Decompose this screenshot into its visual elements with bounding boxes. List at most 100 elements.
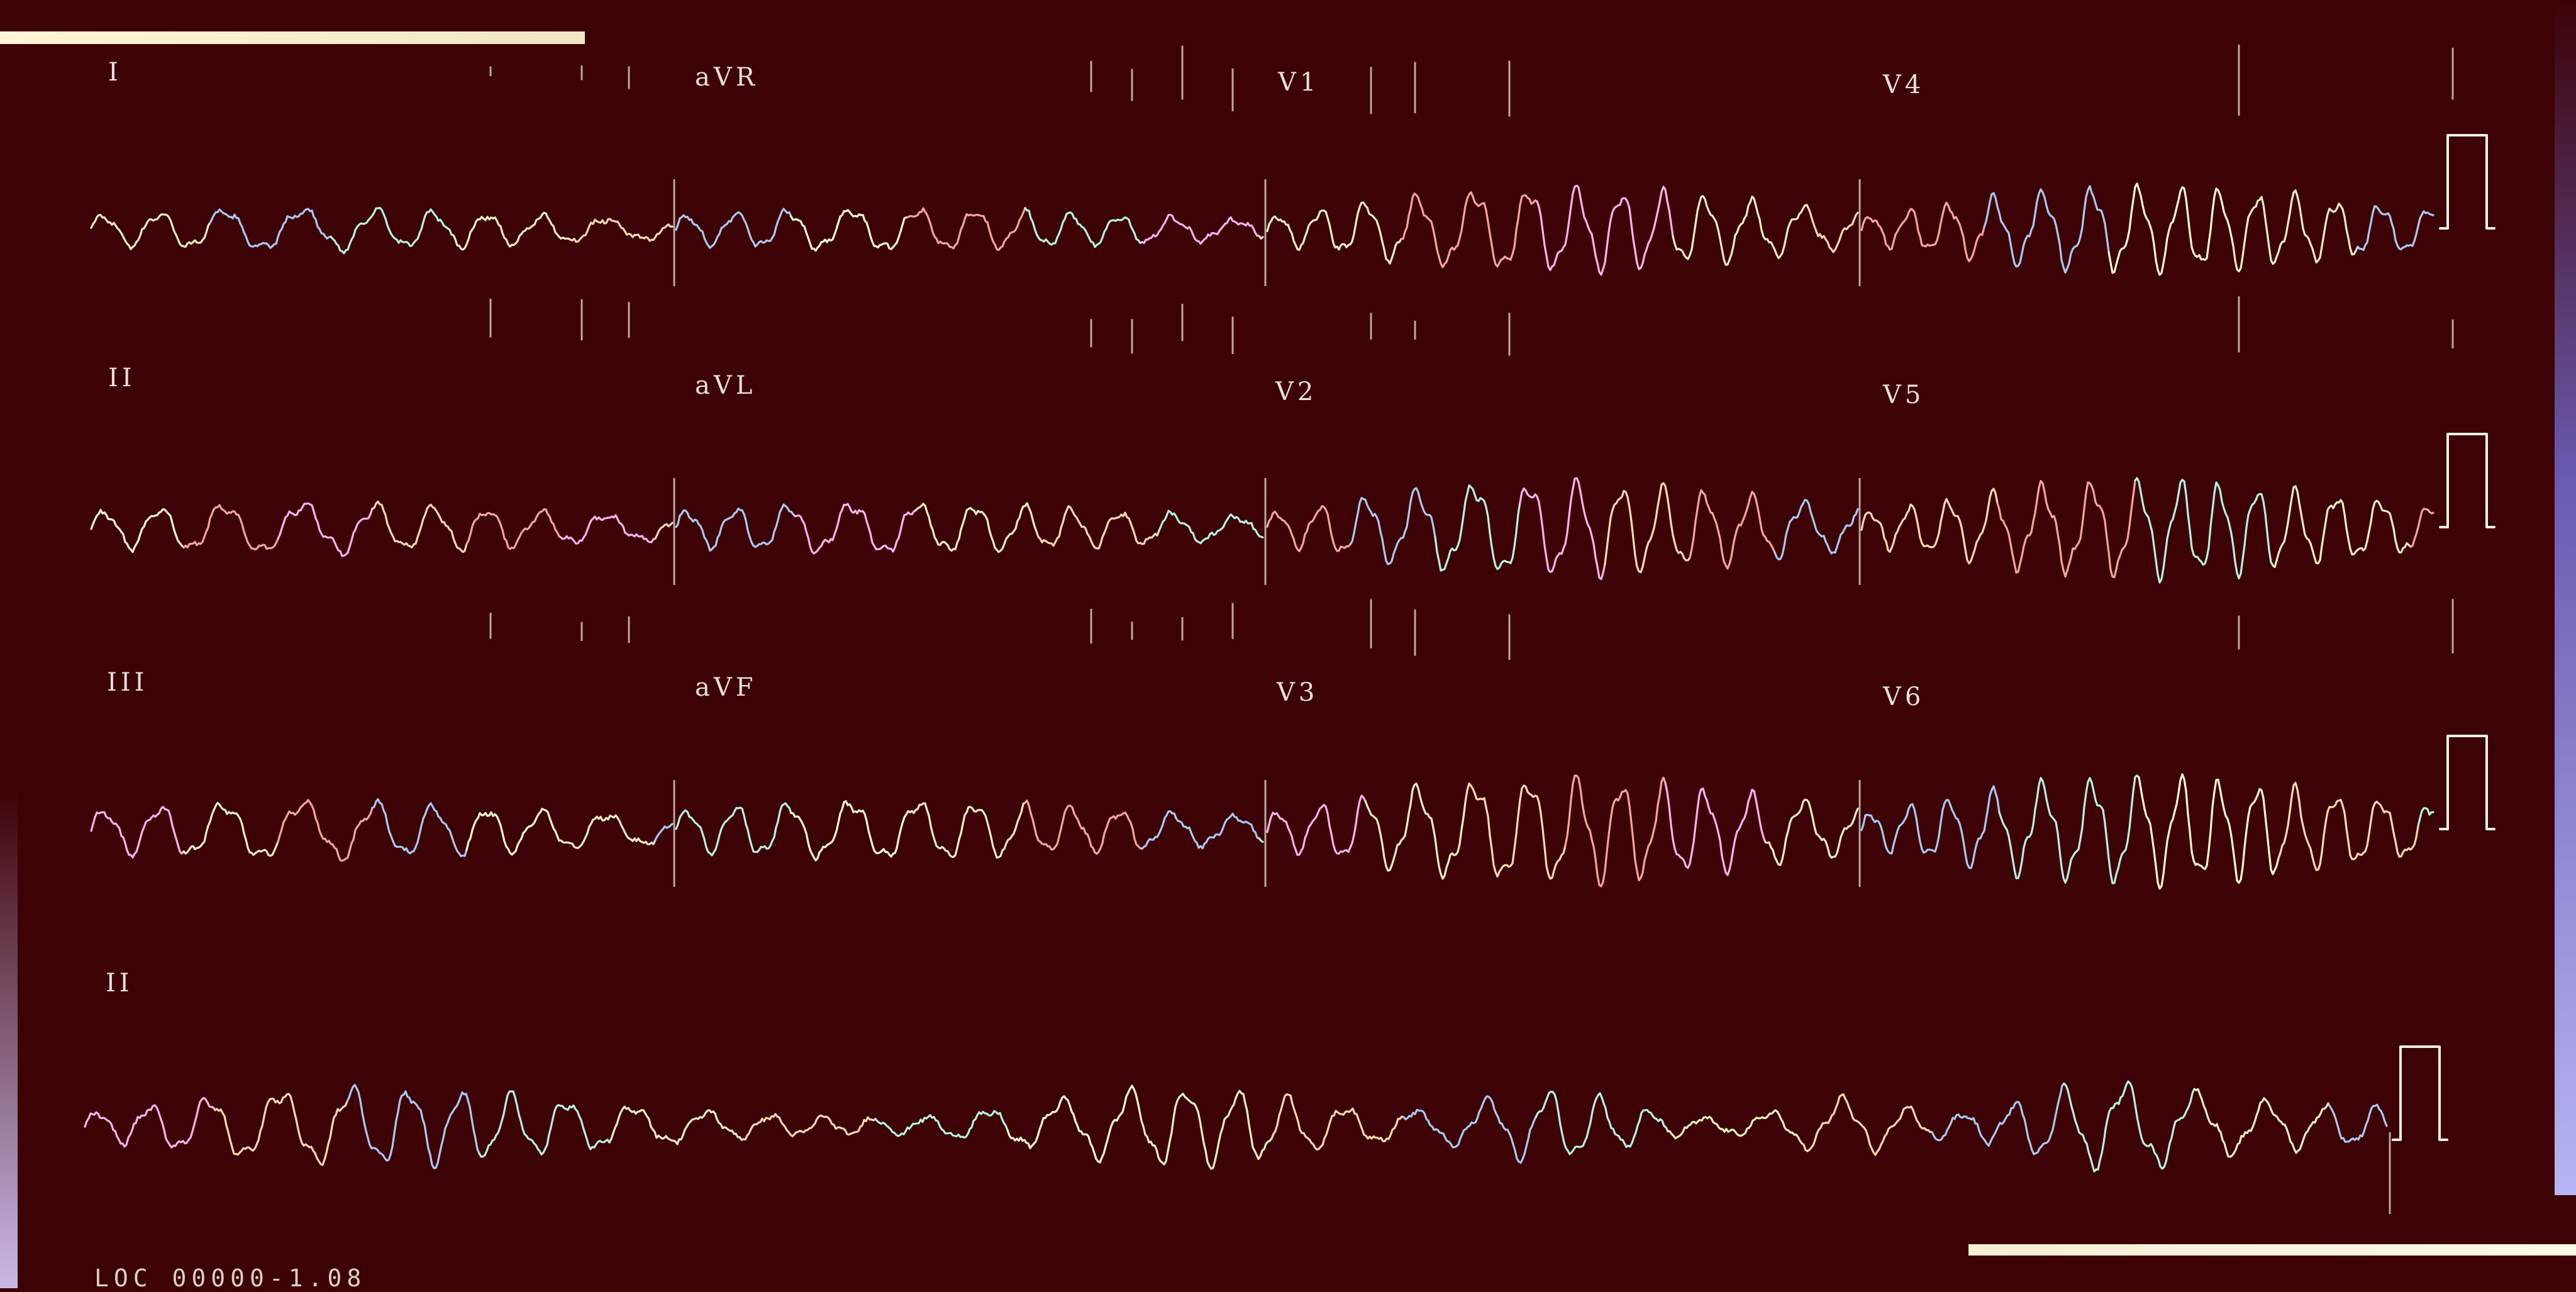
trace-rhythm-ii-segment	[2327, 1102, 2388, 1143]
trace-row1-col1-segment	[330, 206, 453, 255]
trace-row2-col2-segment	[794, 503, 917, 555]
trace-rhythm-ii-segment	[1138, 1089, 1273, 1170]
trace-row2-col1-segment	[90, 508, 185, 554]
trace-row2-col4-segment	[2134, 477, 2274, 584]
lead-label-v3: V3	[1277, 678, 1319, 707]
trace-row3-col3-segment	[1464, 782, 1567, 880]
trace-row3-col3-segment	[1764, 798, 1859, 866]
trace-row2-col1-segment	[182, 504, 279, 551]
trace-row3-col2-segment	[1024, 799, 1143, 855]
calibration-pulse	[2439, 735, 2496, 830]
footer-location-code: LOC 00000-1.08	[94, 1264, 367, 1292]
trace-row3-col1-segment	[654, 823, 674, 841]
trace-row1-col3-segment	[1536, 184, 1674, 276]
trace-row1-col3-segment	[1400, 191, 1538, 269]
trace-rhythm-ii-segment	[214, 1093, 348, 1166]
trace-row3-col2-segment	[1141, 810, 1260, 850]
trace-row3-col4-segment	[2277, 782, 2419, 871]
trace-row3-col4-segment	[2417, 807, 2434, 827]
trace-row2-col2-segment	[1156, 510, 1264, 545]
trace-row3-col2-segment	[675, 802, 792, 857]
trace-rhythm-ii-segment	[1931, 1083, 2065, 1156]
lead-label-avf: aVF	[695, 673, 757, 702]
trace-row3-col4-segment	[1860, 785, 2001, 869]
trace-row2-col2-segment	[675, 503, 796, 552]
trace-row2-col3-segment	[1434, 484, 1521, 572]
trace-row1-col2-segment	[1024, 207, 1143, 248]
lead-label-ii-rhythm: II	[106, 969, 133, 998]
trace-row1-col2-segment	[1141, 214, 1260, 245]
trace-row3-col3-segment	[1364, 782, 1467, 880]
calibration-pulse	[2392, 1045, 2448, 1141]
trace-row2-col2-segment	[914, 502, 1038, 554]
trace-row2-col3-segment	[1774, 499, 1859, 560]
trace-row3-col1-segment	[371, 798, 468, 857]
trace-row2-col2-segment	[1035, 505, 1158, 550]
trace-row1-col2-segment	[790, 209, 909, 252]
trace-rhythm-ii-segment	[346, 1084, 480, 1169]
bottom-edge-strip	[1968, 1244, 2576, 1256]
trace-row1-col4-segment	[2232, 189, 2359, 272]
trace-row2-col3-segment	[1689, 489, 1776, 570]
trace-rhythm-ii-segment	[1799, 1093, 1933, 1156]
trace-rhythm-ii-segment	[84, 1096, 216, 1149]
lead-label-i: I	[108, 58, 122, 87]
trace-row1-col4-segment	[2107, 182, 2235, 276]
trace-rhythm-ii-segment	[1270, 1093, 1405, 1151]
calibration-pulse	[2439, 433, 2496, 528]
trace-row3-col3-segment	[1266, 794, 1367, 856]
trace-row2-col4-segment	[1860, 487, 1999, 565]
trace-row2-col3-segment	[1604, 482, 1691, 574]
trace-row1-col4-segment	[2357, 205, 2434, 252]
trace-rhythm-ii-segment	[2063, 1080, 2197, 1172]
trace-row2-col4-segment	[2272, 485, 2412, 569]
right-edge-strip	[2555, 0, 2576, 1195]
lead-label-v6: V6	[1883, 682, 1925, 711]
trace-row3-col2-segment	[907, 801, 1026, 859]
trace-row2-col1-segment	[465, 508, 562, 550]
trace-row1-col2-segment	[1258, 235, 1264, 240]
trace-rhythm-ii-segment	[1006, 1084, 1141, 1164]
trace-rhythm-ii-segment	[2195, 1088, 2329, 1158]
lead-label-ii: II	[108, 364, 136, 393]
trace-row1-col2-segment	[907, 207, 1026, 251]
lead-label-v4: V4	[1883, 70, 1925, 99]
trace-rhythm-ii-segment	[874, 1110, 1009, 1139]
trace-row2-col1-segment	[560, 514, 657, 545]
trace-row1-col1-segment	[571, 218, 674, 243]
trace-row3-col1-segment	[277, 799, 374, 862]
lead-label-v5: V5	[1883, 381, 1925, 409]
trace-rhythm-ii-segment	[1535, 1091, 1669, 1156]
trace-row3-col2-segment	[1258, 837, 1264, 844]
trace-row3-col4-segment	[2138, 773, 2280, 890]
trace-row1-col4-segment	[1983, 185, 2110, 274]
trace-row1-col2-segment	[675, 208, 792, 249]
lead-label-v2: V2	[1275, 377, 1318, 406]
left-edge-strip	[0, 44, 18, 1288]
trace-row2-col3-segment	[1519, 477, 1606, 581]
trace-row2-col3-segment	[1266, 505, 1352, 552]
trace-row3-col1-segment	[465, 808, 562, 856]
top-edge-strip	[0, 31, 585, 44]
trace-row3-col3-segment	[1664, 782, 1767, 876]
trace-row2-col1-segment	[654, 521, 674, 540]
trace-row3-col1-segment	[182, 801, 279, 857]
trace-row2-col3-segment	[1349, 487, 1436, 565]
trace-row1-col3-segment	[1807, 208, 1859, 253]
trace-rhythm-ii-segment	[1667, 1109, 1801, 1142]
trace-row2-col1-segment	[277, 502, 374, 557]
trace-row3-col4-segment	[1998, 774, 2140, 884]
trace-row2-col1-segment	[371, 500, 468, 554]
lead-label-avl: aVL	[695, 371, 757, 400]
trace-row3-col1-segment	[560, 814, 657, 849]
trace-rhythm-ii-segment	[478, 1090, 613, 1158]
trace-row1-col1-segment	[450, 211, 574, 251]
lead-label-avr: aVR	[695, 63, 758, 92]
trace-row3-col1-segment	[90, 806, 185, 859]
calibration-pulse	[2439, 134, 2496, 230]
trace-row1-col4-segment	[1860, 201, 1985, 262]
trace-row1-col1-segment	[90, 213, 211, 250]
trace-row1-col3-segment	[1672, 195, 1810, 266]
trace-row1-col3-segment	[1266, 201, 1402, 265]
